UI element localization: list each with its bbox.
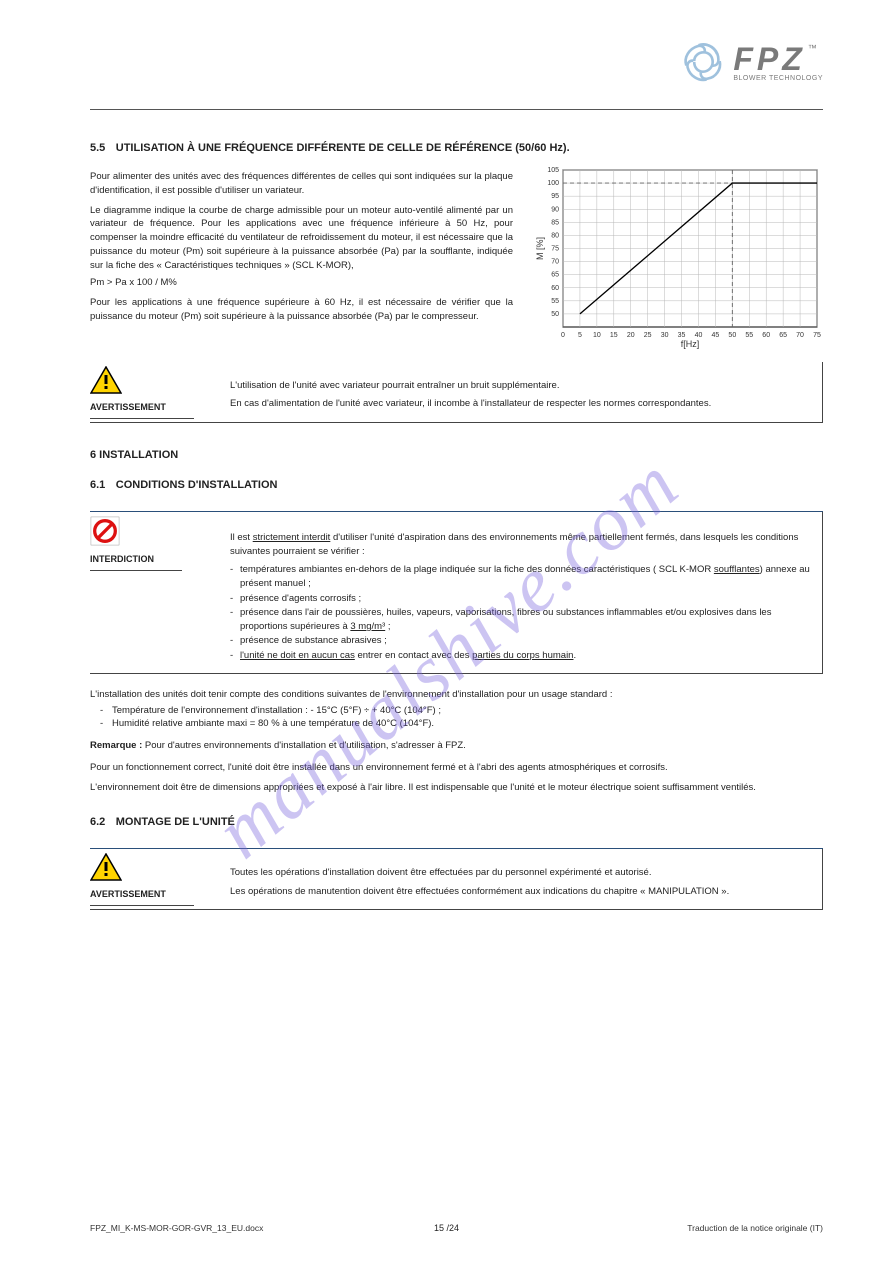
frequency-chart: 0 5 10 15 20 25 30 35 40 45 50 55 60 65 70 75 50 55 60 65 70… bbox=[533, 164, 823, 349]
svg-text:0: 0 bbox=[561, 332, 565, 339]
svg-text:95: 95 bbox=[551, 193, 559, 200]
prohib-li1: températures ambiantes en-dehors de la p… bbox=[230, 563, 812, 592]
svg-text:M [%]: M [%] bbox=[535, 237, 545, 260]
warn1-line2: En cas d'alimentation de l'unité avec va… bbox=[230, 397, 812, 411]
prohib-li3: présence dans l'air de poussières, huile… bbox=[230, 606, 812, 635]
warn1-line1: L'utilisation de l'unité avec variateur … bbox=[230, 379, 812, 393]
section-5-5: 5.5 UTILISATION À UNE FRÉQUENCE DIFFÉREN… bbox=[90, 138, 823, 344]
sec-5-5-text: Pour alimenter des unités avec des fréqu… bbox=[90, 164, 513, 344]
install-li2: -Humidité relative ambiante maxi = 80 % … bbox=[90, 717, 823, 731]
logo-icon bbox=[681, 40, 725, 84]
warning-icon bbox=[90, 366, 122, 394]
header: FPZ ™ BLOWER TECHNOLOGY bbox=[90, 40, 823, 110]
svg-text:60: 60 bbox=[762, 332, 770, 339]
svg-text:75: 75 bbox=[813, 332, 821, 339]
warning-icon bbox=[90, 853, 122, 881]
svg-text:70: 70 bbox=[551, 259, 559, 266]
section-6-2: 6.2 MONTAGE DE L'UNITÉ bbox=[90, 812, 823, 830]
sec-6-2-num: 6.2 bbox=[90, 816, 105, 828]
svg-text:35: 35 bbox=[678, 332, 686, 339]
prohibition-body: Il est strictement interdit d'utiliser l… bbox=[90, 531, 812, 663]
positioning-p2: L'environnement doit être de dimensions … bbox=[90, 781, 823, 795]
install-intro: L'installation des unités doit tenir com… bbox=[90, 688, 823, 702]
prohib-li5: l'unité ne doit en aucun cas entrer en c… bbox=[230, 649, 812, 663]
sec-6-2-title: MONTAGE DE L'UNITÉ bbox=[116, 816, 235, 828]
install-note: Remarque : Pour d'autres environnements … bbox=[90, 739, 823, 753]
chart-container: 0 5 10 15 20 25 30 35 40 45 50 55 60 65 70 75 50 55 60 65 70… bbox=[533, 164, 823, 344]
svg-text:45: 45 bbox=[712, 332, 720, 339]
svg-text:65: 65 bbox=[551, 272, 559, 279]
prohibition-label: INTERDICTION bbox=[90, 554, 154, 564]
svg-text:75: 75 bbox=[551, 246, 559, 253]
prohibition-icon bbox=[90, 516, 120, 546]
svg-text:55: 55 bbox=[745, 332, 753, 339]
warning-callout-1: AVERTISSEMENT L'utilisation de l'unité a… bbox=[90, 362, 823, 423]
svg-text:90: 90 bbox=[551, 206, 559, 213]
svg-text:30: 30 bbox=[661, 332, 669, 339]
page: manualshive.com FPZ ™ BLOWER TECHNOLO bbox=[0, 0, 893, 1263]
prohib-li2: présence d'agents corrosifs ; bbox=[230, 592, 812, 606]
warning-callout-2: AVERTISSEMENT Toutes les opérations d'in… bbox=[90, 849, 823, 910]
warn2-p1: Toutes les opérations d'installation doi… bbox=[230, 866, 812, 880]
warning-body-2: Toutes les opérations d'installation doi… bbox=[90, 866, 812, 899]
svg-text:50: 50 bbox=[728, 332, 736, 339]
logo-tm: ™ bbox=[808, 43, 817, 53]
warn2-p2: Les opérations de manutention doivent êt… bbox=[230, 885, 812, 899]
install-li1: -Température de l'environnement d'instal… bbox=[90, 704, 823, 718]
warning-body-1: L'utilisation de l'unité avec variateur … bbox=[90, 379, 812, 412]
sec-5-5-title: UTILISATION À UNE FRÉQUENCE DIFFÉRENTE D… bbox=[116, 142, 570, 154]
logo-text-col: FPZ ™ BLOWER TECHNOLOGY bbox=[733, 43, 823, 82]
svg-text:105: 105 bbox=[547, 167, 559, 174]
svg-text:50: 50 bbox=[551, 311, 559, 318]
sec-6-heading: 6 INSTALLATION bbox=[90, 449, 823, 461]
prohib-li4: présence de substance abrasives ; bbox=[230, 634, 812, 648]
sec-5-5-p2: Le diagramme indique la courbe de charge… bbox=[90, 204, 513, 273]
prohib-p1u: strictement interdit bbox=[253, 532, 331, 543]
svg-text:70: 70 bbox=[796, 332, 804, 339]
prohib-p1a: Il est bbox=[230, 532, 253, 543]
svg-text:80: 80 bbox=[551, 232, 559, 239]
sec-6-1-num: 6.1 bbox=[90, 479, 105, 491]
sec-6-1-title: CONDITIONS D'INSTALLATION bbox=[116, 479, 278, 491]
warning-label-1: AVERTISSEMENT bbox=[90, 402, 166, 412]
svg-text:15: 15 bbox=[610, 332, 618, 339]
svg-text:100: 100 bbox=[547, 180, 559, 187]
prohib-intro: Il est strictement interdit d'utiliser l… bbox=[230, 531, 812, 560]
svg-text:65: 65 bbox=[779, 332, 787, 339]
section-6: 6 INSTALLATION 6.1 CONDITIONS D'INSTALLA… bbox=[90, 449, 823, 512]
svg-text:10: 10 bbox=[593, 332, 601, 339]
svg-text:55: 55 bbox=[551, 298, 559, 305]
warning-label-2: AVERTISSEMENT bbox=[90, 889, 166, 899]
sec-5-5-p1: Pour alimenter des unités avec des fréqu… bbox=[90, 170, 513, 198]
svg-text:f[Hz]: f[Hz] bbox=[681, 339, 700, 349]
sec-5-5-num: 5.5 bbox=[90, 142, 105, 154]
logo: FPZ ™ BLOWER TECHNOLOGY bbox=[681, 40, 823, 84]
svg-text:40: 40 bbox=[695, 332, 703, 339]
svg-text:20: 20 bbox=[627, 332, 635, 339]
logo-tagline: BLOWER TECHNOLOGY bbox=[733, 75, 823, 82]
svg-text:5: 5 bbox=[578, 332, 582, 339]
positioning-p1: Pour un fonctionnement correct, l'unité … bbox=[90, 761, 823, 775]
prohibition-callout: INTERDICTION Il est strictement interdit… bbox=[90, 512, 823, 674]
svg-text:25: 25 bbox=[644, 332, 652, 339]
logo-name: FPZ bbox=[733, 43, 805, 75]
sec-5-5-formula: Pm > Pa x 100 / M% bbox=[90, 276, 513, 290]
svg-text:60: 60 bbox=[551, 285, 559, 292]
page-number: 15 /24 bbox=[0, 1223, 893, 1233]
sec-5-5-p3: Pour les applications à une fréquence su… bbox=[90, 296, 513, 324]
svg-text:85: 85 bbox=[551, 219, 559, 226]
